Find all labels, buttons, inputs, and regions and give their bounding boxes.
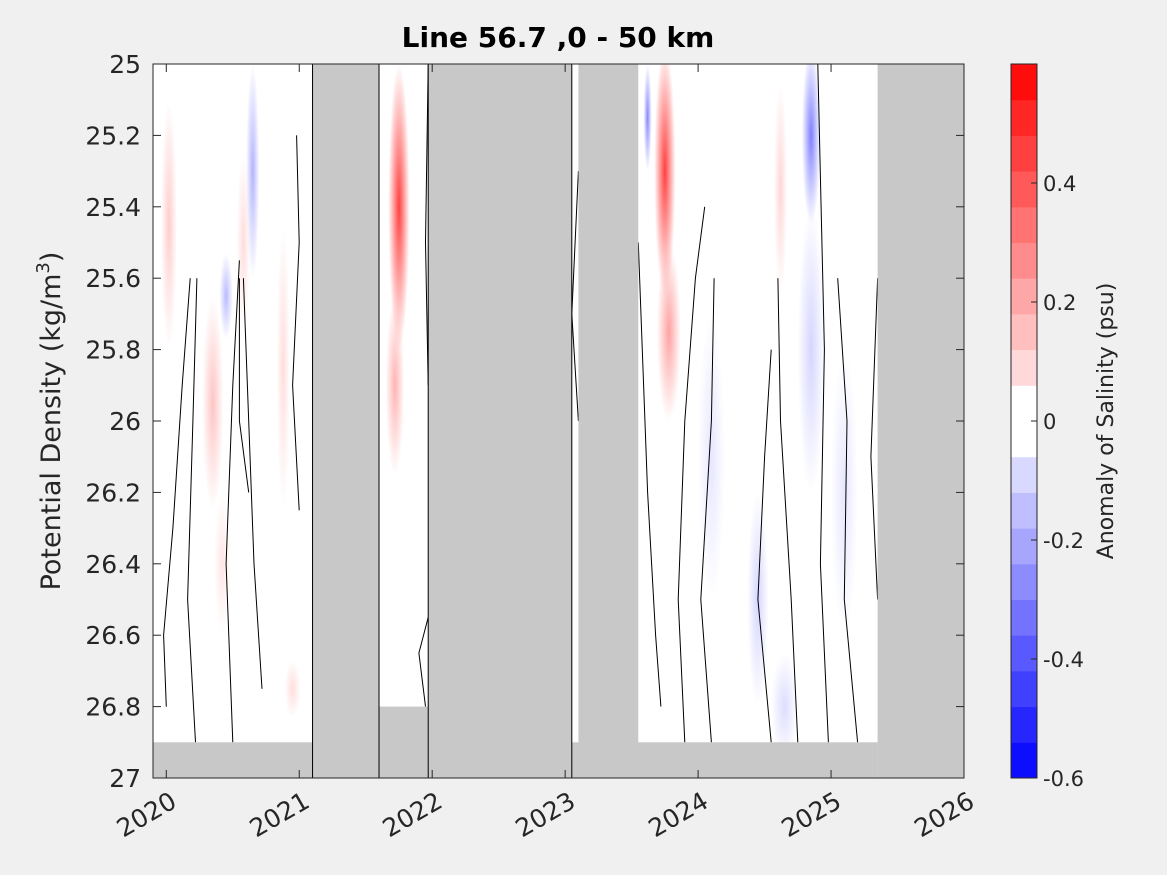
missing-data-region (312, 64, 380, 778)
colorbar-level (1011, 599, 1037, 636)
y-tick-label: 25.4 (85, 193, 141, 222)
y-tick-label: 25.6 (85, 264, 141, 293)
zero-contour-line (700, 278, 715, 743)
anomaly-feature (656, 242, 681, 421)
missing-data-region (578, 64, 639, 778)
missing-data-region (877, 64, 964, 778)
zero-contour-line (817, 64, 829, 743)
anomaly-feature (388, 64, 410, 350)
zero-contour-line (187, 278, 198, 743)
anomaly-feature (214, 492, 231, 636)
y-tick-label: 26.4 (85, 550, 141, 579)
zero-contour-line (870, 278, 879, 600)
x-tick-label: 2020 (112, 786, 182, 843)
y-tick-label: 26 (109, 407, 141, 436)
zero-contour-line (757, 349, 772, 743)
x-tick-label: 2022 (378, 786, 448, 843)
x-tick-label: 2024 (643, 786, 713, 843)
zero-contour-line (163, 278, 191, 707)
missing-data-region (379, 706, 429, 778)
y-tick-label: 26.8 (85, 693, 141, 722)
anomaly-feature (698, 313, 725, 600)
colorbar-tick-label: -0.4 (1043, 648, 1084, 672)
anomaly-feature (771, 653, 798, 761)
zero-contour-line (777, 278, 799, 743)
anomaly-feature (219, 253, 233, 339)
colorbar-level (1011, 135, 1037, 172)
colorbar-level (1011, 242, 1037, 279)
anomaly-feature (276, 224, 290, 511)
y-tick-label: 25.8 (85, 336, 141, 365)
x-tick-label: 2025 (776, 786, 846, 843)
y-axis-label-close: ) (36, 252, 67, 263)
y-tick-label: 27 (109, 764, 141, 793)
colorbar-level (1011, 206, 1037, 243)
anomaly-feature (385, 296, 405, 475)
anomaly-feature (831, 349, 858, 636)
colorbar-level (1011, 171, 1037, 208)
colorbar-level (1011, 278, 1037, 315)
colorbar-level (1011, 635, 1037, 672)
anomaly-feature (643, 64, 652, 172)
y-axis-label-main: Potential Density (kg/m (36, 274, 67, 591)
colorbar-level (1011, 99, 1037, 136)
colorbar-level (1011, 528, 1037, 565)
colorbar-level (1011, 706, 1037, 743)
colorbar-tick-label: 0.2 (1043, 291, 1076, 315)
colorbar-label: Anomaly of Salinity (psu) (1094, 283, 1119, 560)
plot-area (153, 64, 964, 778)
colorbar-tick-label: 0.4 (1043, 172, 1076, 196)
colorbar-level (1011, 313, 1037, 351)
missing-data-region (571, 742, 878, 778)
colorbar-level (1011, 563, 1037, 600)
colorbar-tick-label: -0.6 (1043, 767, 1084, 791)
colorbar-tick-label: 0 (1043, 410, 1056, 434)
anomaly-feature (202, 296, 224, 511)
colorbar-level (1011, 670, 1037, 708)
colorbar-tick-label: -0.2 (1043, 529, 1084, 553)
y-tick-label: 25.2 (85, 121, 141, 150)
colorbar: 0.4 0.2 0 -0.2 -0.4 -0.6 (1010, 63, 1084, 791)
y-axis-label: Potential Density (kg/m3) (33, 252, 67, 591)
x-tick-label: 2026 (909, 786, 979, 843)
anomaly-feature (801, 64, 821, 225)
colorbar-level (1011, 349, 1037, 386)
y-tick-label: 26.2 (85, 478, 141, 507)
zero-contour-line (424, 64, 429, 386)
zero-contour-line (418, 617, 429, 707)
zero-contour-line (225, 260, 240, 743)
x-tick-label: 2023 (511, 786, 581, 843)
colorbar-level (1011, 385, 1037, 422)
zero-contour-line (637, 242, 662, 707)
colorbar-level (1011, 492, 1037, 529)
zero-contour-line (677, 206, 706, 743)
missing-data-region (153, 742, 313, 778)
zero-contour-line (837, 278, 859, 743)
colorbar-level (1011, 456, 1037, 493)
colorbar-level (1011, 64, 1037, 101)
y-tick-label: 25 (109, 50, 141, 79)
zero-contour-line (242, 278, 263, 689)
anomaly-feature (773, 81, 788, 297)
y-tick-label: 26.6 (85, 621, 141, 650)
anomaly-feature (236, 153, 251, 332)
colorbar-level (1011, 742, 1037, 779)
anomaly-feature (797, 206, 825, 493)
zero-contour-line (238, 278, 250, 493)
anomaly-feature (284, 660, 301, 718)
anomaly-feature (654, 64, 676, 297)
colorbar-level (1011, 421, 1037, 458)
y-axis-label-sup: 3 (33, 262, 54, 273)
zero-contour-line (292, 135, 300, 511)
missing-data-region (428, 64, 572, 778)
anomaly-feature (160, 99, 177, 350)
x-tick-label: 2021 (245, 786, 315, 843)
chart-title: Line 56.7 ,0 - 50 km (402, 21, 715, 54)
